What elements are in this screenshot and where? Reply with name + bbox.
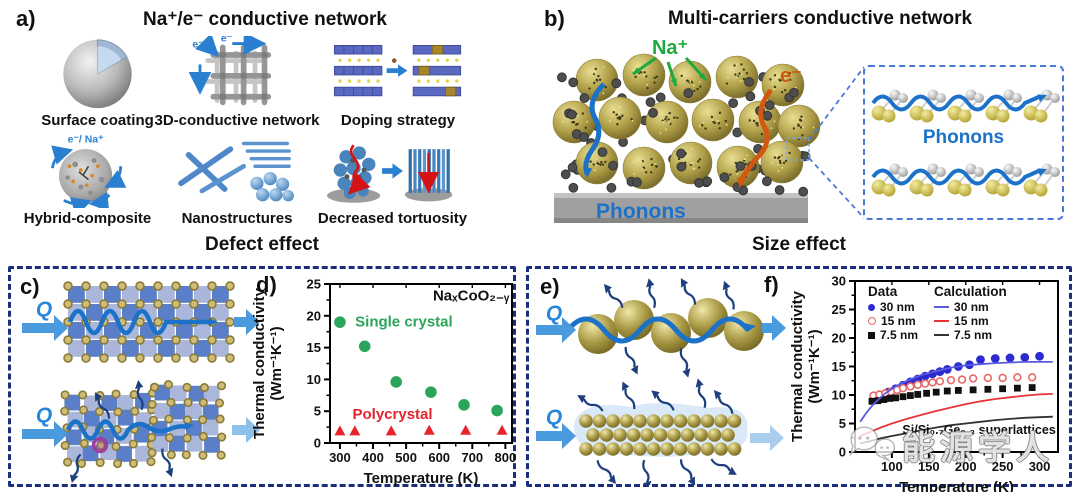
electron-label: e⁻ [780, 65, 802, 87]
legend-label: 30 nm [954, 300, 989, 314]
black-line-marker-icon [934, 333, 950, 337]
panel-b-title: Multi-carriers conductive network [667, 8, 973, 29]
heat-flux-label: Q [546, 302, 562, 325]
panel-b-inset: Phonons [863, 65, 1064, 220]
svg-text:(Wm⁻¹K⁻¹): (Wm⁻¹K⁻¹) [268, 326, 285, 400]
svg-text:200: 200 [955, 459, 977, 474]
panel-a-label: a) [16, 6, 36, 31]
svg-text:NaₓCoO₂₋ᵧ: NaₓCoO₂₋ᵧ [433, 288, 510, 305]
decreased-tortuosity-icon [327, 144, 453, 203]
electron-arrow-label: e⁻ [192, 39, 203, 50]
conduction-strategy-item: Decreased tortuosity [305, 134, 480, 227]
svg-text:0: 0 [314, 436, 321, 451]
svg-text:300: 300 [329, 450, 351, 465]
defect-effect-heading: Defect effect [204, 234, 320, 255]
heat-flux-label: Q [36, 404, 52, 427]
icon-caption: Doping strategy [340, 112, 456, 129]
panel-d-label: d) [256, 272, 277, 297]
svg-text:Thermal conductivity: Thermal conductivity [251, 287, 268, 439]
svg-text:15: 15 [307, 340, 321, 355]
svg-text:300: 300 [1029, 459, 1051, 474]
conduction-strategy-item: e⁻ e⁻ 3D-conductive network [154, 36, 320, 129]
phonons-label: Phonons [596, 200, 686, 223]
icon-caption: 3D-conductive network [154, 112, 320, 129]
conduction-strategy-item: Nanostructures [162, 134, 312, 227]
icon-caption: Decreased tortuosity [317, 210, 468, 227]
legend-label: 7.5 nm [880, 328, 919, 342]
legend-data-header: Data [868, 284, 898, 299]
svg-text:Si/Si₀.₇Ge₀.₃ superlattices: Si/Si₀.₇Ge₀.₃ superlattices [902, 423, 1055, 437]
phonon-transport-inset-diagram [871, 89, 1060, 197]
size-effect-heading: Size effect [752, 234, 846, 255]
svg-text:25: 25 [832, 302, 846, 317]
svg-text:Temperature (K): Temperature (K) [899, 479, 1014, 492]
svg-text:150: 150 [918, 459, 940, 474]
panel-a-title: Na⁺/e⁻ conductive network [143, 9, 387, 30]
panel-e-label: e) [540, 274, 560, 299]
svg-text:Single crystal: Single crystal [355, 314, 453, 331]
svg-text:100: 100 [881, 459, 903, 474]
inset-phonons-label: Phonons [922, 127, 1005, 148]
svg-text:Temperature (K): Temperature (K) [364, 470, 479, 487]
nanostructures-icon [178, 141, 294, 202]
conduction-strategy-item: e⁻/ Na⁺ Hybrid-composite [20, 134, 155, 227]
svg-text:5: 5 [314, 404, 321, 419]
3d-conductive-network-icon: e⁻ e⁻ [188, 36, 272, 106]
chart-f-legend: Data 30 nm 15 nm 7.5 nm Calculation 30 n… [868, 284, 1007, 342]
svg-text:(Wm⁻¹K⁻¹): (Wm⁻¹K⁻¹) [806, 329, 823, 403]
legend-label: 15 nm [881, 314, 916, 328]
size-effect-sphere-diagram: Q Q [536, 278, 786, 485]
svg-text:Thermal conductivity: Thermal conductivity [789, 290, 806, 442]
legend-label: 30 nm [880, 300, 915, 314]
svg-text:25: 25 [307, 277, 321, 292]
svg-text:10: 10 [307, 372, 321, 387]
legend-label: 7.5 nm [954, 328, 993, 342]
svg-text:250: 250 [992, 459, 1014, 474]
svg-text:20: 20 [307, 308, 321, 323]
thermal-conductivity-chart-superlattice: 100 150 200 250 300 0 5 10 15 20 25 30 Temperature (… [789, 274, 1059, 492]
svg-text:20: 20 [832, 331, 846, 346]
svg-text:500: 500 [395, 450, 417, 465]
panel-c-label: c) [20, 274, 40, 299]
icon-caption: Nanostructures [181, 210, 293, 227]
thermal-conductivity-chart-nacoo2: 300 400 500 600 700 800 0 5 10 15 20 25 Temperature … [251, 277, 516, 488]
svg-text:10: 10 [832, 388, 846, 403]
doping-strategy-icon [333, 45, 462, 97]
svg-text:15: 15 [832, 359, 846, 374]
svg-text:0: 0 [839, 445, 846, 460]
electron-arrow-label: e⁻ [221, 36, 232, 45]
svg-text:30: 30 [832, 274, 846, 289]
legend-label: 15 nm [954, 314, 989, 328]
svg-text:700: 700 [461, 450, 483, 465]
heat-flux-label: Q [36, 298, 52, 321]
conduction-strategy-item: Surface coating [30, 36, 165, 129]
open-circle-marker-icon [868, 317, 876, 325]
panel-b-label: b) [544, 6, 565, 31]
svg-text:800: 800 [495, 450, 516, 465]
panel-f-label: f) [764, 272, 779, 297]
defect-lattice-diagram: Q Q [22, 281, 260, 484]
svg-text:Polycrystal: Polycrystal [353, 406, 433, 423]
icon-caption: Surface coating [41, 112, 154, 129]
conduction-strategy-item: Doping strategy [318, 36, 478, 129]
filled-circle-marker-icon [868, 303, 875, 311]
hybrid-composite-icon: e⁻/ Na⁺ [50, 135, 127, 208]
svg-text:600: 600 [428, 450, 450, 465]
svg-text:400: 400 [362, 450, 384, 465]
carrier-overlay-label: e⁻/ Na⁺ [68, 135, 104, 146]
surface-coating-icon [63, 39, 132, 109]
heat-flux-label: Q [546, 406, 562, 429]
legend-calc-header: Calculation [934, 284, 1007, 299]
multi-carrier-network-diagram: Na⁺ e⁻ Phonons [552, 37, 865, 223]
icon-caption: Hybrid-composite [23, 210, 152, 227]
filled-square-marker-icon [868, 331, 875, 339]
blue-line-marker-icon [934, 305, 950, 309]
svg-text:5: 5 [839, 416, 846, 431]
red-line-marker-icon [934, 319, 950, 323]
na-ion-label: Na⁺ [652, 37, 688, 59]
